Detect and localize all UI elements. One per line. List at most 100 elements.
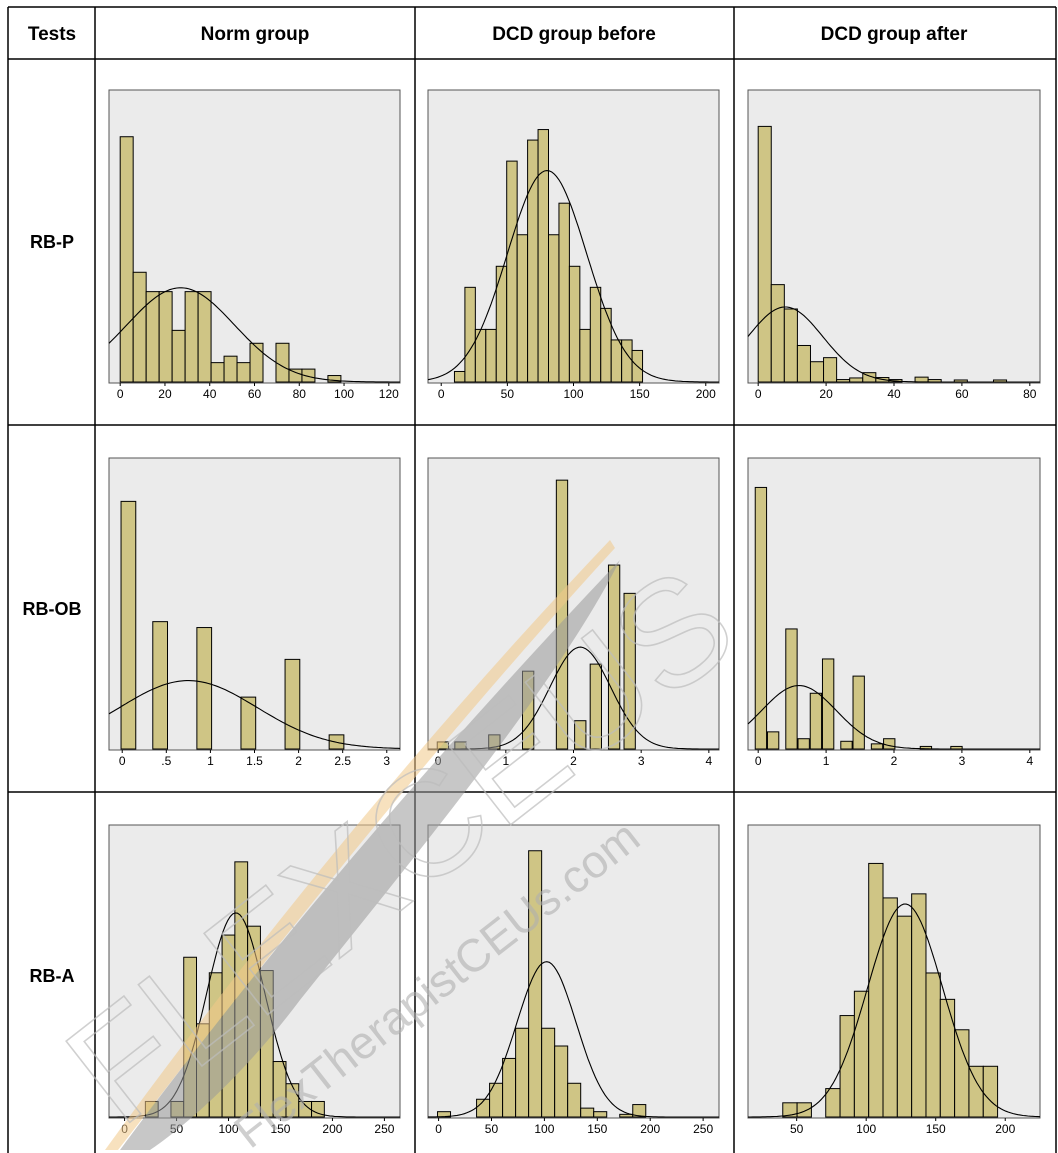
histogram-bar — [275, 342, 290, 383]
header-norm-group: Norm group — [201, 24, 310, 45]
x-tick-label: 100 — [856, 1122, 876, 1136]
x-tick-label: 0 — [435, 1122, 442, 1136]
table-grid — [7, 6, 1057, 1153]
histogram-bar — [152, 621, 169, 750]
x-tick-label: 50 — [790, 1122, 804, 1136]
x-tick-label: 1 — [502, 754, 509, 768]
x-tick-label: 1 — [823, 754, 830, 768]
histogram-bar — [311, 1100, 325, 1118]
histogram-bar — [823, 357, 838, 383]
histogram-rb-a-dcd-group-after: 50 100 150 200 — [747, 824, 1041, 1136]
histogram-bar — [968, 1065, 984, 1118]
histogram-bar — [796, 344, 811, 383]
histogram-bar — [836, 379, 851, 383]
histogram-bar — [593, 1111, 608, 1118]
normal-curve — [108, 287, 400, 383]
histogram-bar — [145, 291, 160, 383]
histogram-bar — [453, 370, 466, 383]
histogram-bar — [210, 362, 225, 383]
histogram-rb-ob-norm-group: 0 .5 1 1.5 2 2.5 3 — [108, 457, 401, 768]
histogram-bar — [870, 743, 884, 750]
histogram-rb-p-dcd-group-after: 0 20 40 60 80 — [747, 89, 1041, 401]
x-tick-label: 0 — [119, 754, 126, 768]
normal-curve — [747, 306, 1040, 383]
histogram-bar — [825, 1088, 841, 1118]
histogram-bar — [515, 1027, 530, 1118]
x-tick-label: 250 — [693, 1122, 713, 1136]
normal-curve — [747, 684, 1040, 750]
x-tick-label: 250 — [374, 1122, 394, 1136]
x-tick-label: 40 — [203, 387, 217, 401]
histogram-bar — [632, 1104, 647, 1118]
histogram-bar — [558, 202, 570, 383]
histogram-bar — [506, 160, 518, 383]
histogram-bar — [954, 1029, 970, 1118]
histogram-bar — [796, 1102, 812, 1118]
header-dcd-after: DCD group after — [821, 24, 968, 45]
histogram-bar — [589, 663, 602, 750]
x-tick-label: 0 — [755, 754, 762, 768]
histogram-bar — [527, 139, 539, 383]
x-tick-label: 200 — [640, 1122, 660, 1136]
histogram-bar — [555, 479, 569, 750]
x-tick-label: 200 — [995, 1122, 1015, 1136]
x-tick-label: 40 — [887, 387, 901, 401]
histogram-bar — [580, 1107, 595, 1118]
histogram-bar — [574, 720, 587, 750]
histogram-bar — [567, 1082, 582, 1118]
x-tick-label: 1.5 — [246, 754, 263, 768]
x-tick-label: 100 — [563, 387, 583, 401]
x-tick-label: 200 — [322, 1122, 342, 1136]
x-tick-label: 100 — [219, 1122, 239, 1136]
histogram-bar — [623, 592, 636, 750]
histogram-bar — [783, 308, 798, 383]
x-tick-label: 3 — [638, 754, 645, 768]
histogram-bar — [925, 972, 941, 1118]
x-tick-label: 60 — [248, 387, 262, 401]
histogram-bar — [568, 265, 581, 383]
histogram-bar — [982, 1065, 999, 1118]
header-dcd-before: DCD group before — [492, 24, 656, 45]
histogram-bar — [516, 234, 529, 383]
histogram-bar — [770, 284, 785, 383]
header-tests: Tests — [28, 24, 76, 45]
histogram-bar — [797, 738, 810, 750]
x-tick-label: 50 — [485, 1122, 499, 1136]
histogram-bar — [621, 339, 633, 383]
row-label-rb-a: RB-A — [30, 966, 75, 986]
x-tick-label: 0 — [117, 387, 124, 401]
x-tick-label: 4 — [706, 754, 713, 768]
plot-area — [427, 824, 720, 1119]
x-tick-label: 60 — [955, 387, 969, 401]
histogram-bar — [809, 361, 825, 383]
normal-curve — [427, 170, 719, 383]
x-tick-label: 1 — [207, 754, 214, 768]
normal-curve — [108, 680, 401, 749]
histogram-bar — [579, 328, 591, 383]
x-tick-label: 2 — [891, 754, 898, 768]
histogram-bar — [284, 658, 301, 750]
x-tick-label: 20 — [158, 387, 172, 401]
histogram-bar — [766, 731, 780, 750]
histogram-bar — [849, 377, 864, 383]
x-tick-label: 80 — [1023, 387, 1037, 401]
watermark-brush-highlight — [105, 540, 615, 1150]
histogram-bar — [548, 234, 560, 383]
histogram-bar — [914, 376, 929, 383]
histogram-bar — [119, 136, 134, 383]
histogram-rb-a-dcd-group-before: 0 50 100 150 200 250 — [427, 824, 720, 1136]
histogram-bar — [528, 850, 543, 1118]
x-tick-label: 150 — [587, 1122, 607, 1136]
watermark — [105, 540, 620, 1150]
x-tick-label: 2 — [295, 754, 302, 768]
histogram-bar — [502, 1057, 517, 1118]
row-label-rb-p: RB-P — [30, 232, 74, 252]
x-tick-label: 100 — [334, 387, 354, 401]
histogram-bar — [196, 627, 213, 750]
histogram-bar — [554, 1045, 569, 1118]
normal-curve — [748, 903, 1041, 1118]
histogram-bar — [607, 564, 621, 750]
histogram-bar — [184, 291, 199, 383]
x-tick-label: .5 — [161, 754, 171, 768]
